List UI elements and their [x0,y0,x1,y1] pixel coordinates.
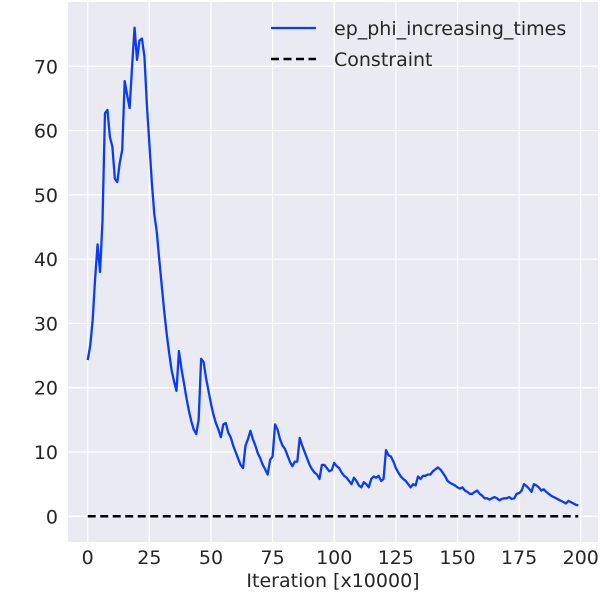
y-tick-label: 50 [34,185,58,207]
legend-label-ep-phi-increasing-times: ep_phi_increasing_times [334,18,566,40]
x-tick-label: 100 [316,547,352,569]
x-tick-label: 50 [199,547,223,569]
series-line-ep-phi-increasing-times [86,26,579,507]
legend: ep_phi_increasing_times Constraint [271,18,566,71]
series-layer [86,26,579,518]
x-tick-labels: 0 25 50 75 100 125 150 175 200 [82,547,599,569]
x-tick-label: 175 [501,547,537,569]
y-tick-label: 40 [34,249,58,271]
x-tick-label: 0 [82,547,94,569]
legend-label-constraint: Constraint [334,49,433,71]
y-tick-label: 10 [34,442,58,464]
y-tick-label: 0 [46,506,58,528]
y-tick-label: 70 [34,56,58,78]
y-tick-labels: 0 10 20 30 40 50 60 70 [34,56,58,528]
y-tick-label: 60 [34,121,58,143]
x-axis-label: Iteration [x10000] [246,570,419,592]
plot-background [68,2,598,542]
x-tick-label: 75 [261,547,285,569]
grid-lines [68,2,598,542]
x-tick-label: 125 [378,547,414,569]
y-tick-label: 20 [34,378,58,400]
x-tick-label: 200 [563,547,599,569]
x-tick-label: 25 [137,547,161,569]
x-tick-label: 150 [439,547,475,569]
y-tick-label: 30 [34,313,58,335]
